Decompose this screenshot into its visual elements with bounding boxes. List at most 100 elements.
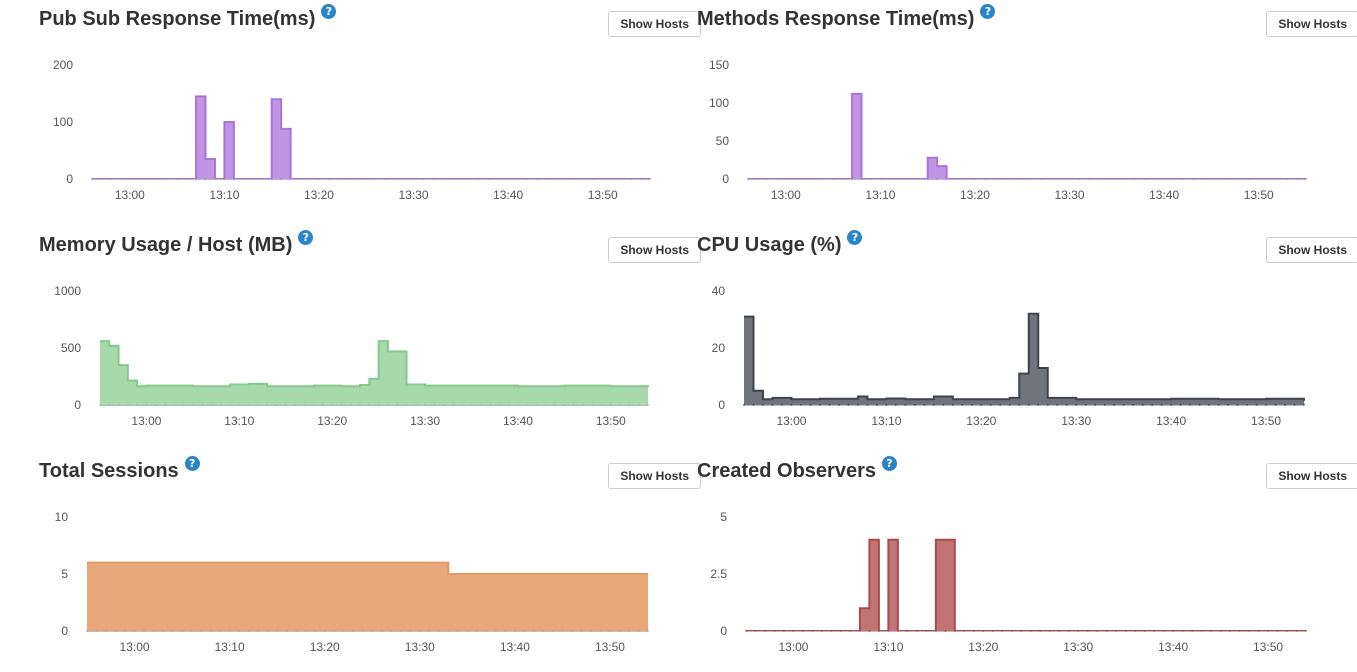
minute-marker (181, 630, 183, 632)
help-icon[interactable]: ? (881, 456, 897, 471)
minute-marker (1046, 404, 1049, 406)
y-tick-label: 50 (716, 134, 730, 148)
x-tick-label: 13:50 (1244, 188, 1274, 202)
minute-marker (1276, 178, 1279, 180)
x-tick-label: 13:30 (405, 640, 435, 654)
show-hosts-button[interactable]: Show Hosts (608, 237, 701, 263)
minute-marker (545, 178, 547, 180)
minute-marker (1115, 630, 1117, 632)
minute-marker (485, 630, 488, 632)
help-icon[interactable]: ? (980, 4, 996, 19)
minute-marker (171, 630, 174, 632)
x-tick-label: 13:00 (115, 188, 145, 202)
minute-marker (800, 404, 802, 406)
minute-marker (1191, 630, 1193, 632)
minute-marker (847, 404, 850, 406)
minute-marker (233, 178, 235, 180)
x-tick-label: 13:10 (873, 640, 903, 654)
minute-marker (857, 404, 859, 406)
minute-marker (785, 178, 787, 180)
show-hosts-button[interactable]: Show Hosts (608, 463, 701, 489)
minute-marker (1181, 630, 1184, 632)
minute-marker (1198, 404, 1201, 406)
series-line[interactable] (92, 95, 650, 180)
x-tick-label: 13:10 (865, 188, 895, 202)
series-line[interactable] (746, 538, 1306, 632)
help-icon[interactable]: ? (321, 4, 337, 19)
show-hosts-button[interactable]: Show Hosts (1266, 11, 1357, 37)
minute-marker (1257, 630, 1260, 632)
minute-marker (752, 404, 755, 406)
minute-marker (438, 630, 440, 632)
y-tick-label: 0 (722, 172, 729, 186)
minute-marker (415, 404, 417, 406)
minute-marker (488, 178, 490, 180)
minute-marker (999, 404, 1002, 406)
y-tick-label: 200 (53, 58, 73, 72)
minute-marker (1094, 404, 1096, 406)
x-tick-label: 13:50 (1251, 414, 1281, 428)
series-line[interactable] (744, 312, 1305, 401)
x-tick-label: 13:40 (1156, 414, 1186, 428)
minute-marker (461, 404, 463, 406)
minute-marker (773, 630, 776, 632)
minute-marker (504, 630, 507, 632)
minute-marker (1097, 178, 1099, 180)
minute-marker (1084, 404, 1087, 406)
minute-marker (147, 178, 150, 180)
x-tick-label: 13:40 (1149, 188, 1179, 202)
minute-marker (1220, 178, 1222, 180)
minute-marker (1229, 630, 1231, 632)
show-hosts-button[interactable]: Show Hosts (608, 11, 701, 37)
minute-marker (745, 630, 747, 632)
minute-marker (209, 630, 212, 632)
minute-marker (535, 178, 538, 180)
series-line[interactable] (748, 92, 1306, 180)
show-hosts-button[interactable]: Show Hosts (1266, 237, 1357, 263)
minute-marker (204, 178, 207, 180)
series-line[interactable] (87, 561, 648, 575)
minute-marker (294, 404, 296, 406)
minute-marker (365, 178, 368, 180)
help-icon[interactable]: ? (847, 230, 863, 245)
minute-marker (747, 178, 749, 180)
y-tick-label: 0 (61, 624, 68, 638)
chart-created-observers: 0 2.5 5 13:00 13:10 13:20 13:30 13:40 13:50 (710, 510, 1307, 654)
x-tick-label: 13:40 (500, 640, 530, 654)
minute-marker (973, 630, 975, 632)
y-tick-label: 0 (74, 398, 81, 412)
minute-marker (775, 178, 778, 180)
minute-marker (1172, 630, 1174, 632)
minute-marker (242, 178, 245, 180)
minute-marker (1048, 630, 1051, 632)
minute-marker (192, 404, 194, 406)
minute-marker (923, 404, 926, 406)
minute-marker (403, 178, 405, 180)
minute-marker (1210, 178, 1213, 180)
series-line[interactable] (100, 340, 649, 388)
minute-marker (1210, 630, 1212, 632)
minute-marker (200, 630, 202, 632)
minute-marker (1257, 178, 1260, 180)
chart-pubsub-response-time: 0 100 200 13:00 13:10 13:20 13:30 13:40 13:50 (53, 58, 651, 202)
minute-marker (400, 630, 402, 632)
help-icon[interactable]: ? (184, 456, 200, 471)
series-area (746, 539, 1306, 631)
minute-marker (592, 178, 595, 180)
series-area (100, 341, 648, 405)
help-icon[interactable]: ? (298, 230, 314, 245)
series-area (748, 93, 1306, 179)
minute-marker (944, 630, 947, 632)
minute-marker (1018, 404, 1021, 406)
minute-marker (866, 404, 869, 406)
minute-marker (280, 178, 282, 180)
minute-marker (371, 630, 374, 632)
minute-marker (561, 630, 564, 632)
panel-pubsub-response-time: Pub Sub Response Time(ms)? Show Hosts 0 1… (39, 0, 701, 220)
minute-marker (228, 630, 231, 632)
x-tick-label: 13:20 (966, 414, 996, 428)
show-hosts-button[interactable]: Show Hosts (1266, 463, 1357, 489)
minute-marker (190, 630, 193, 632)
minute-marker (129, 178, 131, 180)
minute-marker (1020, 630, 1023, 632)
